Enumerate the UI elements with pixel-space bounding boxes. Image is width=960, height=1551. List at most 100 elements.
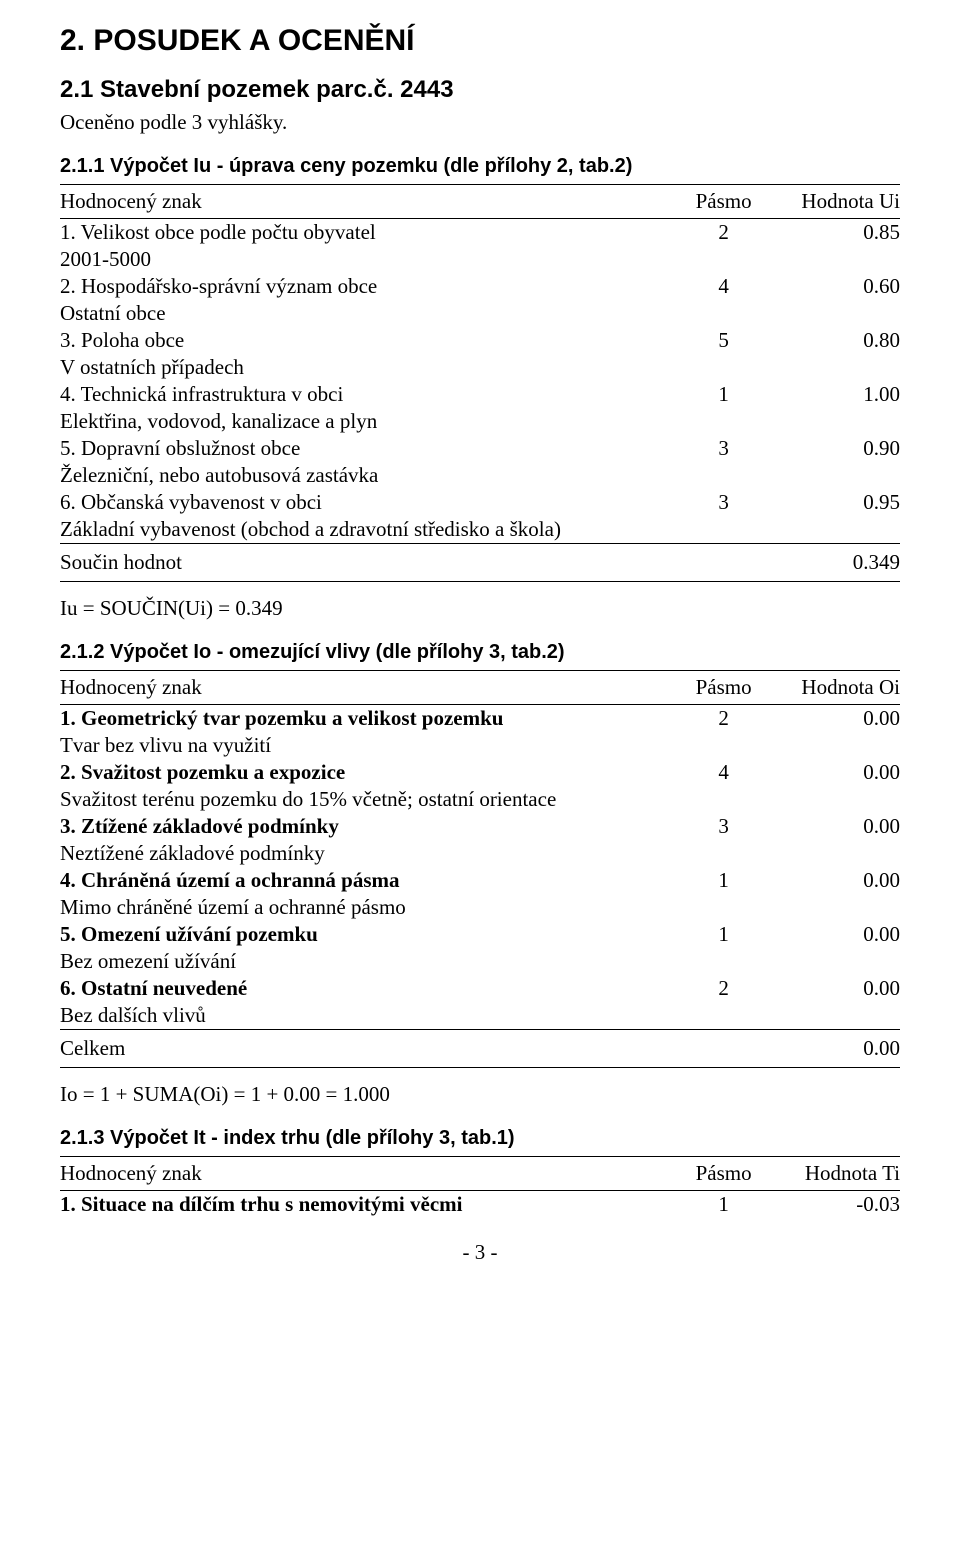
table-io-total: Celkem 0.00 xyxy=(60,1030,900,1067)
header-pasmo: Pásmo xyxy=(682,671,766,704)
table-row: 3. Poloha obce 5 0.80 xyxy=(60,327,900,354)
total-val: 0.00 xyxy=(766,1030,900,1067)
row-sub: Základní vybavenost (obchod a zdravotní … xyxy=(60,516,682,543)
table-io-body: 1. Geometrický tvar pozemku a velikost p… xyxy=(60,705,900,1029)
header-znak: Hodnocený znak xyxy=(60,671,682,704)
row-sub: Bez dalších vlivů xyxy=(60,1002,682,1029)
table-row-sub: Bez dalších vlivů xyxy=(60,1002,900,1029)
row-val: 0.80 xyxy=(766,327,900,354)
section-2-1-subtitle: Oceněno podle 3 vyhlášky. xyxy=(60,110,900,135)
table-header-row: Hodnocený znak Pásmo Hodnota Ti xyxy=(60,1157,900,1190)
divider xyxy=(60,1067,900,1068)
divider xyxy=(60,581,900,582)
row-sub: Elektřina, vodovod, kanalizace a plyn xyxy=(60,408,682,435)
table-row: 3. Ztížené základové podmínky 3 0.00 xyxy=(60,813,900,840)
section-2-1-1-heading: 2.1.1 Výpočet Iu - úprava ceny pozemku (… xyxy=(60,155,900,178)
row-sub: Svažitost terénu pozemku do 15% včetně; … xyxy=(60,786,682,813)
row-sub: Neztížené základové podmínky xyxy=(60,840,682,867)
row-val: 0.00 xyxy=(766,813,900,840)
row-val: 0.85 xyxy=(766,219,900,246)
row-pasmo: 1 xyxy=(682,867,766,894)
row-label: 3. Poloha obce xyxy=(60,327,682,354)
table-row: 6. Ostatní neuvedené 2 0.00 xyxy=(60,975,900,1002)
row-pasmo: 3 xyxy=(682,435,766,462)
main-heading: 2. POSUDEK A OCENĚNÍ xyxy=(60,24,900,58)
row-sub: V ostatních případech xyxy=(60,354,682,381)
row-val: 1.00 xyxy=(766,381,900,408)
row-pasmo: 3 xyxy=(682,489,766,516)
table-row: 4. Technická infrastruktura v obci 1 1.0… xyxy=(60,381,900,408)
row-sub: Mimo chráněné území a ochranné pásmo xyxy=(60,894,682,921)
row-pasmo: 1 xyxy=(682,381,766,408)
row-sub: 2001-5000 xyxy=(60,246,682,273)
header-pasmo: Pásmo xyxy=(682,185,766,218)
row-label: 4. Chráněná území a ochranná pásma xyxy=(60,867,682,894)
row-label: 5. Dopravní obslužnost obce xyxy=(60,435,682,462)
row-pasmo: 2 xyxy=(682,975,766,1002)
header-pasmo: Pásmo xyxy=(682,1157,766,1190)
table-row: 4. Chráněná území a ochranná pásma 1 0.0… xyxy=(60,867,900,894)
row-label: 1. Geometrický tvar pozemku a velikost p… xyxy=(60,705,682,732)
section-2-1-heading: 2.1 Stavební pozemek parc.č. 2443 xyxy=(60,76,900,104)
row-pasmo: 1 xyxy=(682,921,766,948)
table-row-sub: Tvar bez vlivu na využití xyxy=(60,732,900,759)
header-znak: Hodnocený znak xyxy=(60,185,682,218)
table-header-row: Hodnocený znak Pásmo Hodnota Ui xyxy=(60,185,900,218)
row-label: 6. Ostatní neuvedené xyxy=(60,975,682,1002)
table-row-sub: 2001-5000 xyxy=(60,246,900,273)
row-label: 4. Technická infrastruktura v obci xyxy=(60,381,682,408)
total-row: Součin hodnot 0.349 xyxy=(60,544,900,581)
row-pasmo: 3 xyxy=(682,813,766,840)
row-pasmo: 4 xyxy=(682,273,766,300)
row-val: 0.00 xyxy=(766,921,900,948)
table-io: Hodnocený znak Pásmo Hodnota Oi xyxy=(60,671,900,704)
table-row: 1. Situace na dílčím trhu s nemovitými v… xyxy=(60,1191,900,1218)
page-number: - 3 - xyxy=(60,1240,900,1265)
header-znak: Hodnocený znak xyxy=(60,1157,682,1190)
table-row-sub: Základní vybavenost (obchod a zdravotní … xyxy=(60,516,900,543)
row-label: 3. Ztížené základové podmínky xyxy=(60,813,682,840)
table-iu-body: 1. Velikost obce podle počtu obyvatel 2 … xyxy=(60,219,900,543)
table-row: 2. Svažitost pozemku a expozice 4 0.00 xyxy=(60,759,900,786)
total-val: 0.349 xyxy=(766,544,900,581)
header-val: Hodnota Oi xyxy=(766,671,900,704)
total-row: Celkem 0.00 xyxy=(60,1030,900,1067)
section-2-1-2-heading: 2.1.2 Výpočet Io - omezující vlivy (dle … xyxy=(60,641,900,664)
table-row-sub: Svažitost terénu pozemku do 15% včetně; … xyxy=(60,786,900,813)
row-pasmo: 1 xyxy=(682,1191,766,1218)
row-val: 0.00 xyxy=(766,867,900,894)
table-row-sub: Elektřina, vodovod, kanalizace a plyn xyxy=(60,408,900,435)
row-label: 2. Svažitost pozemku a expozice xyxy=(60,759,682,786)
row-val: -0.03 xyxy=(766,1191,900,1218)
table-iu: Hodnocený znak Pásmo Hodnota Ui xyxy=(60,185,900,218)
formula-iu: Iu = SOUČIN(Ui) = 0.349 xyxy=(60,596,900,621)
row-label: 1. Velikost obce podle počtu obyvatel xyxy=(60,219,682,246)
row-label: 6. Občanská vybavenost v obci xyxy=(60,489,682,516)
row-label: 5. Omezení užívání pozemku xyxy=(60,921,682,948)
page: 2. POSUDEK A OCENĚNÍ 2.1 Stavební pozeme… xyxy=(0,0,960,1295)
table-row: 1. Geometrický tvar pozemku a velikost p… xyxy=(60,705,900,732)
table-row: 1. Velikost obce podle počtu obyvatel 2 … xyxy=(60,219,900,246)
table-row-sub: Bez omezení užívání xyxy=(60,948,900,975)
row-val: 0.00 xyxy=(766,975,900,1002)
row-val: 0.60 xyxy=(766,273,900,300)
row-sub: Ostatní obce xyxy=(60,300,682,327)
row-val: 0.00 xyxy=(766,759,900,786)
row-sub: Bez omezení užívání xyxy=(60,948,682,975)
table-row-sub: Železniční, nebo autobusová zastávka xyxy=(60,462,900,489)
row-sub: Železniční, nebo autobusová zastávka xyxy=(60,462,682,489)
table-it-body: 1. Situace na dílčím trhu s nemovitými v… xyxy=(60,1191,900,1218)
table-header-row: Hodnocený znak Pásmo Hodnota Oi xyxy=(60,671,900,704)
header-val: Hodnota Ui xyxy=(766,185,900,218)
table-it: Hodnocený znak Pásmo Hodnota Ti xyxy=(60,1157,900,1190)
row-pasmo: 2 xyxy=(682,219,766,246)
total-label: Celkem xyxy=(60,1030,682,1067)
header-val: Hodnota Ti xyxy=(766,1157,900,1190)
total-label: Součin hodnot xyxy=(60,544,682,581)
table-row: 5. Omezení užívání pozemku 1 0.00 xyxy=(60,921,900,948)
row-label: 2. Hospodářsko-správní význam obce xyxy=(60,273,682,300)
table-iu-total: Součin hodnot 0.349 xyxy=(60,544,900,581)
row-pasmo: 2 xyxy=(682,705,766,732)
row-val: 0.00 xyxy=(766,705,900,732)
table-row-sub: Ostatní obce xyxy=(60,300,900,327)
